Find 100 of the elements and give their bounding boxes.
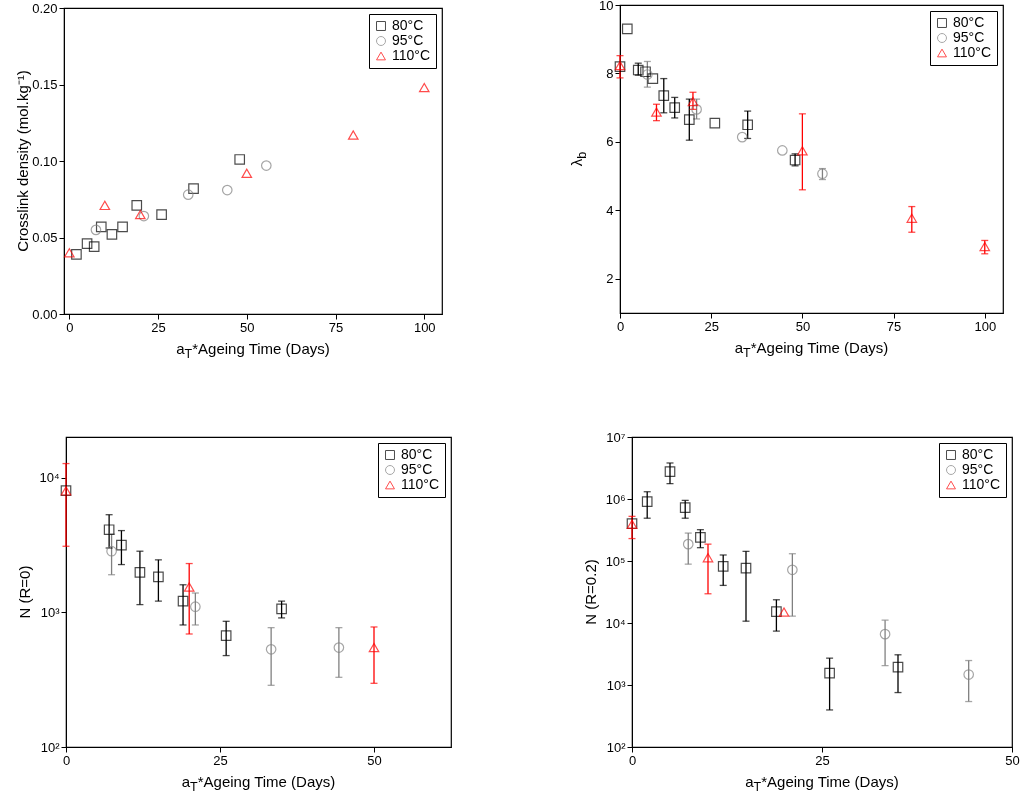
point [95, 221, 107, 233]
legend-label: 95°C [962, 461, 994, 477]
point [276, 603, 287, 615]
x-tick-label: 75 [328, 319, 344, 335]
x-tick-label: 0 [616, 318, 625, 334]
legend-label: 110°C [392, 47, 431, 63]
point [265, 643, 277, 655]
x-tick-label: 100 [413, 319, 436, 335]
y-tick-label: 10⁷ [606, 429, 626, 445]
legend-label: 95°C [392, 32, 424, 48]
y-tick-label: 10² [606, 739, 627, 755]
y-tick-label: 10² [40, 739, 61, 755]
point [103, 524, 115, 536]
y-axis-title: N (R=0.2) [581, 559, 599, 625]
point [687, 96, 699, 107]
x-axis-title: a$_{T}$*Ageing Time (Days) [733, 339, 890, 360]
x-tick-label: 50 [795, 318, 811, 334]
y-tick-label: 10⁴ [39, 470, 60, 486]
point [99, 200, 111, 211]
point [740, 562, 752, 574]
point [138, 210, 150, 222]
point [183, 582, 195, 592]
point [691, 104, 702, 115]
point [418, 82, 430, 93]
y-tick-label: 0.05 [32, 230, 58, 245]
point [63, 248, 75, 258]
point [879, 628, 891, 640]
point [797, 146, 808, 156]
y-tick-label: 10 [599, 0, 614, 13]
point [106, 229, 118, 240]
point [824, 667, 835, 679]
y-axis-title: Crosslink density (mol.kg⁻¹) [13, 70, 32, 252]
x-tick-label: 50 [367, 752, 382, 768]
point [333, 642, 345, 653]
y-tick-label: 0.00 [32, 306, 58, 322]
y-tick-label: 0.20 [32, 0, 58, 16]
point [906, 213, 918, 223]
x-tick-label: 50 [240, 319, 255, 335]
y-tick-label: 10⁵ [605, 553, 626, 569]
y-tick-label: 8 [606, 65, 614, 81]
y-tick-label: 10⁴ [605, 615, 626, 631]
y-tick-label: 0.15 [32, 77, 58, 92]
point [892, 661, 904, 673]
y-tick-label: 6 [606, 134, 614, 150]
legend-label: 110°C [962, 476, 1001, 492]
y-tick-label: 10³ [40, 604, 61, 620]
point [131, 200, 143, 211]
x-tick-label: 50 [1005, 752, 1020, 768]
legend-label: 95°C [953, 29, 985, 45]
point [88, 241, 100, 253]
legend-label: 110°C [953, 44, 992, 60]
x-tick-label: 25 [704, 318, 719, 334]
point [771, 606, 782, 617]
point [241, 168, 253, 178]
point [182, 189, 194, 200]
point [641, 496, 653, 507]
point [702, 553, 714, 563]
x-tick-label: 0 [66, 319, 74, 335]
point [116, 539, 127, 551]
y-axis-title: N (R=0) [15, 565, 33, 619]
point [260, 160, 272, 171]
y-tick-label: 4 [606, 202, 614, 218]
legend-label: 80°C [401, 446, 433, 462]
point [156, 209, 167, 220]
x-tick-label: 0 [62, 752, 71, 768]
point [679, 502, 691, 513]
point [776, 145, 788, 156]
point [683, 114, 695, 125]
point [106, 545, 117, 557]
point [742, 119, 754, 131]
point [778, 607, 790, 617]
x-tick-label: 75 [886, 318, 902, 334]
point [220, 630, 232, 642]
x-tick-label: 0 [628, 752, 637, 768]
y-tick-label: 10⁶ [605, 491, 626, 507]
point [736, 131, 748, 143]
y-tick-label: 2 [606, 271, 614, 287]
point [153, 571, 164, 583]
point [647, 73, 659, 84]
point [368, 642, 380, 653]
x-tick-label: 100 [974, 318, 997, 334]
point [621, 23, 633, 35]
legend-label: 80°C [962, 446, 994, 462]
point [347, 130, 359, 140]
x-tick-label: 25 [213, 752, 228, 768]
point [234, 154, 246, 165]
legend-label: 80°C [392, 17, 424, 33]
point [134, 566, 146, 578]
point [90, 224, 102, 236]
point [177, 595, 189, 607]
legend-label: 95°C [401, 461, 433, 477]
point [71, 248, 82, 260]
point [669, 102, 681, 114]
point [682, 538, 694, 550]
point [709, 117, 721, 129]
x-tick-label: 25 [151, 319, 166, 335]
x-tick-label: 25 [815, 752, 830, 768]
point [651, 107, 662, 117]
point [221, 184, 233, 196]
point [787, 564, 798, 576]
